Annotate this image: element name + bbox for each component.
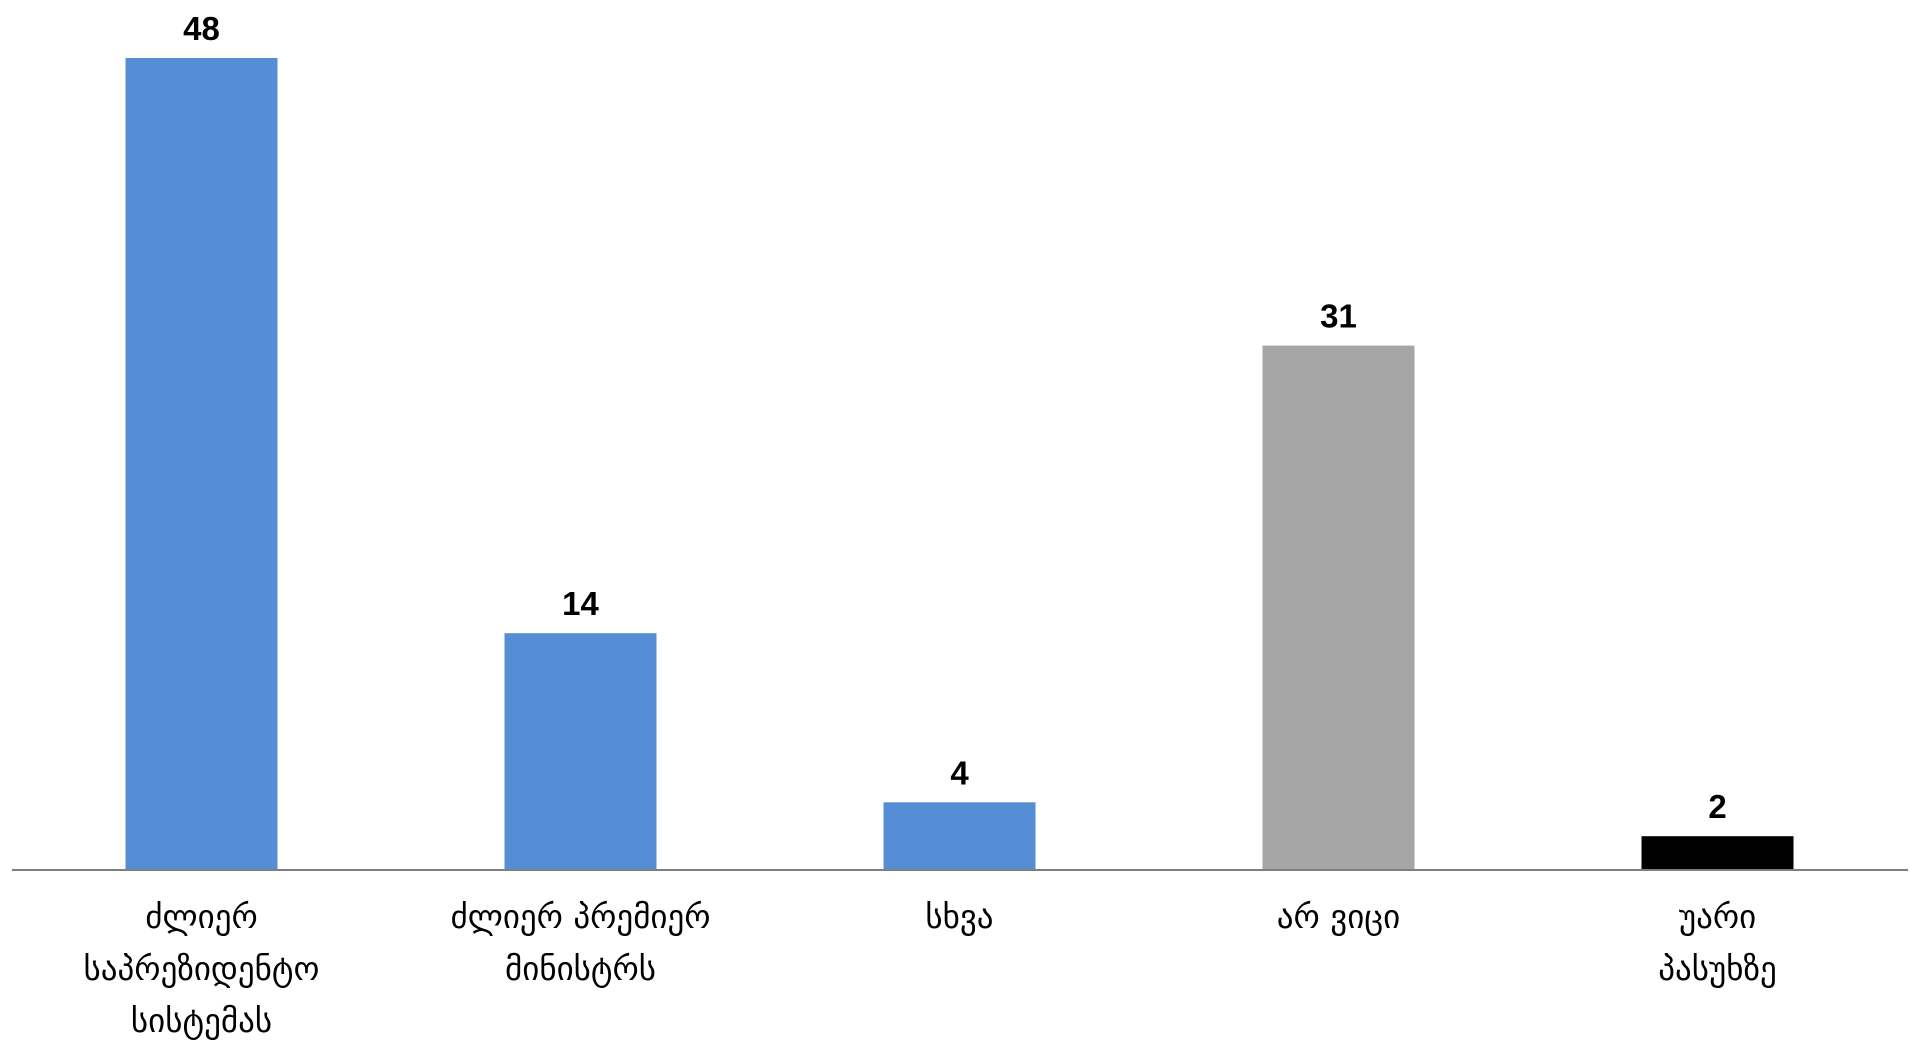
category-label-line: საპრეზიდენტო — [84, 949, 320, 988]
data-labels-group: 48 14 4 31 2 — [183, 10, 1727, 825]
category-labels-group: ძლიერ საპრეზიდენტო სისტემას ძლიერ პრემიერ მი… — [84, 897, 1777, 1040]
bars-group — [125, 58, 1794, 871]
bar-3 — [883, 802, 1036, 870]
category-label-line: სხვა — [925, 897, 993, 936]
data-label-3: 4 — [950, 754, 969, 791]
category-label-3: სხვა — [925, 897, 993, 936]
category-label-4: არ ვიცი — [1277, 897, 1400, 936]
bar-2 — [504, 633, 657, 870]
category-label-line: მინისტრს — [505, 949, 656, 988]
category-label-5: უარი პასუხზე — [1658, 897, 1777, 988]
category-label-line: ძლიერ პრემიერ — [450, 897, 710, 936]
data-label-5: 2 — [1708, 788, 1726, 825]
data-label-1: 48 — [183, 10, 220, 47]
category-label-2: ძლიერ პრემიერ მინისტრს — [450, 897, 710, 988]
bar-5 — [1641, 836, 1794, 870]
category-label-line: სისტემას — [131, 1001, 272, 1040]
category-label-1: ძლიერ საპრეზიდენტო სისტემას — [84, 897, 320, 1040]
category-label-line: უარი — [1679, 897, 1756, 936]
data-label-2: 14 — [562, 585, 599, 622]
category-label-line: პასუხზე — [1658, 949, 1777, 988]
bar-4 — [1262, 345, 1415, 871]
category-label-line: არ ვიცი — [1277, 897, 1400, 936]
bar-1 — [125, 58, 278, 870]
data-label-4: 31 — [1320, 298, 1357, 335]
category-label-line: ძლიერ — [145, 897, 257, 936]
